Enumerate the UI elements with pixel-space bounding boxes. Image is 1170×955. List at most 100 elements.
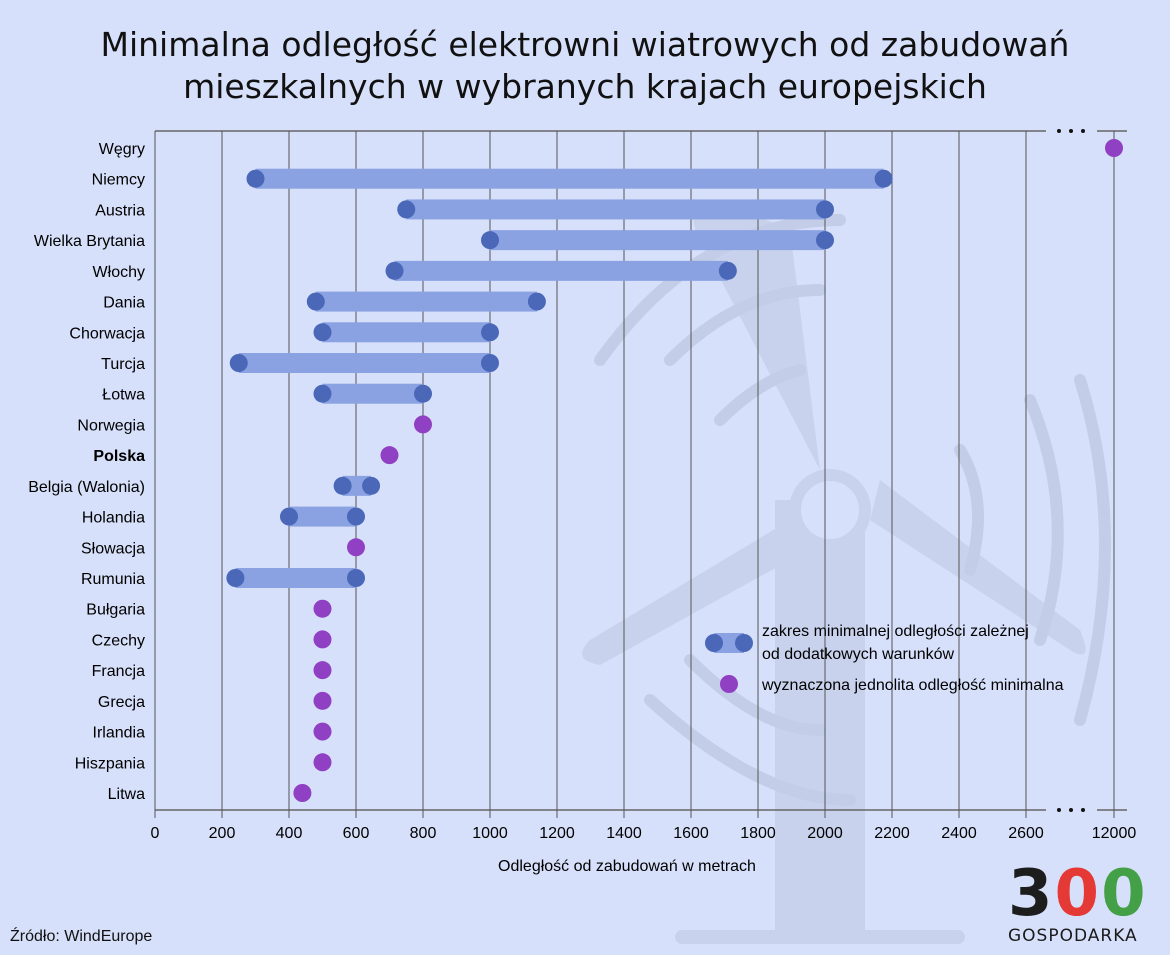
legend-single-dot bbox=[720, 675, 738, 693]
y-tick-label: Węgry bbox=[99, 141, 145, 158]
range-max-dot bbox=[816, 231, 834, 250]
range-bar bbox=[238, 353, 490, 373]
axis-break-dot bbox=[1081, 129, 1085, 133]
title-line-1: Minimalna odległość elektrowni wiatrowyc… bbox=[100, 25, 1070, 64]
legend-range-label-2: od dodatkowych warunków bbox=[762, 646, 955, 663]
logo-word: GOSPODARKA bbox=[1008, 926, 1138, 946]
x-tick-label: 1600 bbox=[673, 825, 709, 842]
single-value-dot bbox=[347, 538, 365, 557]
y-tick-label: Grecja bbox=[98, 694, 145, 711]
x-tick-label: 1800 bbox=[740, 825, 776, 842]
range-min-dot bbox=[229, 354, 248, 372]
axis-break-dot bbox=[1057, 808, 1061, 812]
legend-range-bar bbox=[714, 633, 744, 653]
x-tick-label: 800 bbox=[410, 825, 437, 842]
single-value-dot bbox=[293, 784, 312, 802]
legend-range-label-1: zakres minimalnej odległości zależnej bbox=[762, 623, 1029, 640]
single-value-dot bbox=[313, 630, 332, 649]
legend-single-label: wyznaczona jednolita odległość minimalna bbox=[761, 677, 1064, 694]
range-max-dot bbox=[481, 323, 499, 342]
range-min-dot bbox=[226, 569, 245, 587]
x-tick-label: 0 bbox=[151, 825, 160, 842]
range-bar bbox=[394, 260, 728, 281]
axis-break-dot bbox=[1081, 808, 1085, 812]
y-tick-label: Hiszpania bbox=[75, 755, 145, 772]
source-note: Źródło: WindEurope bbox=[10, 928, 153, 945]
x-tick-label: 12000 bbox=[1092, 825, 1137, 842]
single-value-dot bbox=[380, 446, 399, 465]
x-tick-label: 200 bbox=[209, 825, 236, 842]
y-tick-label: Austria bbox=[95, 202, 145, 219]
legend-range-dot-max bbox=[735, 634, 753, 652]
y-tick-label: Francja bbox=[92, 663, 145, 680]
range-min-dot bbox=[313, 323, 332, 342]
range-bar bbox=[235, 568, 356, 588]
range-min-dot bbox=[333, 476, 352, 495]
range-min-dot bbox=[481, 231, 499, 250]
x-tick-label: 2000 bbox=[807, 825, 843, 842]
range-max-dot bbox=[414, 384, 432, 403]
y-tick-label: Łotwa bbox=[102, 387, 145, 404]
y-tick-label: Belgia (Walonia) bbox=[28, 479, 145, 496]
range-bar bbox=[315, 291, 537, 312]
x-tick-label: 2400 bbox=[941, 825, 977, 842]
y-tick-label: Holandia bbox=[82, 510, 145, 527]
range-max-dot bbox=[874, 169, 893, 188]
y-tick-label: Rumunia bbox=[81, 571, 145, 588]
range-min-dot bbox=[280, 507, 298, 526]
single-value-dot bbox=[1105, 139, 1123, 157]
y-tick-label: Turcja bbox=[101, 356, 145, 373]
legend: zakres minimalnej odległości zależnej od… bbox=[705, 623, 1064, 694]
range-bar bbox=[255, 168, 884, 189]
range-max-dot bbox=[527, 292, 546, 311]
x-axis-label: Odległość od zabudowań w metrach bbox=[498, 858, 756, 875]
range-bar bbox=[289, 506, 356, 527]
range-max-dot bbox=[362, 476, 381, 495]
range-max-dot bbox=[481, 354, 499, 372]
x-tick-label: 1000 bbox=[472, 825, 508, 842]
y-tick-label: Polska bbox=[93, 448, 145, 465]
range-min-dot bbox=[306, 292, 325, 311]
y-tick-label: Słowacja bbox=[81, 540, 145, 557]
x-tick-label: 1400 bbox=[606, 825, 642, 842]
range-min-dot bbox=[313, 384, 332, 403]
x-tick-label: 400 bbox=[276, 825, 303, 842]
range-bar bbox=[322, 383, 423, 404]
single-value-dot bbox=[414, 415, 432, 434]
logo-digits: 300 bbox=[1008, 857, 1148, 931]
title-line-2: mieszkalnych w wybranych krajach europej… bbox=[183, 67, 987, 106]
range-max-dot bbox=[718, 261, 737, 280]
range-bar bbox=[406, 199, 825, 220]
x-tick-label: 2200 bbox=[874, 825, 910, 842]
logo-300gospodarka: 300 GOSPODARKA bbox=[1008, 857, 1158, 946]
range-bar bbox=[490, 230, 825, 251]
x-tick-label: 600 bbox=[343, 825, 370, 842]
y-tick-label: Bułgaria bbox=[86, 602, 145, 619]
axis-break-dot bbox=[1069, 808, 1073, 812]
range-min-dot bbox=[385, 261, 404, 280]
y-tick-label: Norwegia bbox=[77, 417, 145, 434]
axis-break-dot bbox=[1057, 129, 1061, 133]
range-max-dot bbox=[347, 569, 365, 587]
axis-break-dot bbox=[1069, 129, 1073, 133]
single-value-dot bbox=[313, 599, 332, 618]
y-tick-label: Czechy bbox=[92, 632, 145, 649]
y-tick-label: Włochy bbox=[93, 264, 145, 281]
x-tick-label: 2600 bbox=[1008, 825, 1044, 842]
x-tick-label: 1200 bbox=[539, 825, 575, 842]
y-tick-label: Chorwacja bbox=[69, 325, 145, 342]
single-value-dot bbox=[313, 722, 332, 741]
y-tick-label: Irlandia bbox=[93, 725, 146, 742]
y-tick-label: Wielka Brytania bbox=[34, 233, 145, 250]
range-min-dot bbox=[397, 200, 416, 219]
legend-range-dot-min bbox=[705, 634, 723, 652]
range-max-dot bbox=[816, 200, 834, 219]
single-value-dot bbox=[313, 661, 332, 680]
y-tick-label: Litwa bbox=[108, 786, 145, 803]
chart-title: Minimalna odległość elektrowni wiatrowyc… bbox=[0, 24, 1170, 108]
single-value-dot bbox=[313, 753, 332, 772]
range-max-dot bbox=[347, 507, 365, 526]
y-tick-label: Dania bbox=[103, 295, 145, 312]
range-min-dot bbox=[246, 169, 265, 188]
